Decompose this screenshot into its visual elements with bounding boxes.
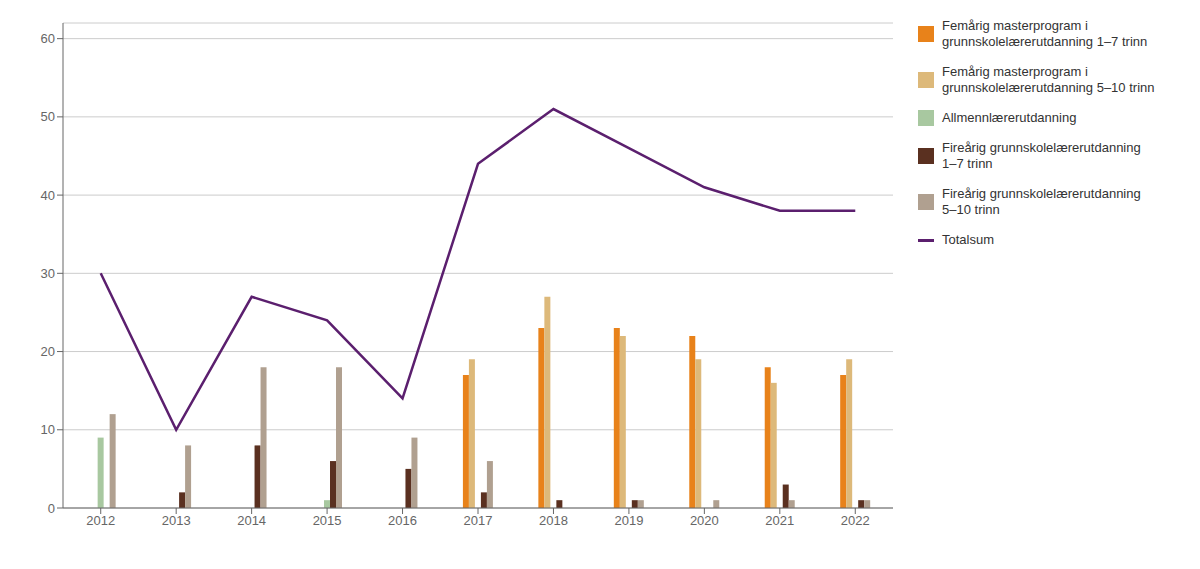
svg-text:50: 50 xyxy=(41,109,55,124)
html-text:Femårig masterprogram i grunns: Femårig masterprogram i grunnskolelæreru… xyxy=(942,18,1148,49)
svg-text:2017: 2017 xyxy=(464,513,493,528)
html-text:Totalsum: Totalsum xyxy=(942,232,994,247)
svg-text:2019: 2019 xyxy=(614,513,643,528)
svg-text:10: 10 xyxy=(41,422,55,437)
svg-text:0: 0 xyxy=(48,501,55,516)
html-text:Fireårig grunnskolelærerutdann: Fireårig grunnskolelærerutdanning 5–10 t… xyxy=(942,186,1141,217)
svg-text:2022: 2022 xyxy=(841,513,870,528)
svg-text:30: 30 xyxy=(41,266,55,281)
html-text:Allmennlærerutdanning: Allmennlærerutdanning xyxy=(942,110,1077,125)
svg-text:60: 60 xyxy=(41,31,55,46)
svg-text:2014: 2014 xyxy=(237,513,266,528)
svg-text:2020: 2020 xyxy=(690,513,719,528)
svg-text:40: 40 xyxy=(41,188,55,203)
svg-text:2015: 2015 xyxy=(313,513,342,528)
svg-text:2012: 2012 xyxy=(86,513,115,528)
svg-text:2013: 2013 xyxy=(162,513,191,528)
svg-text:2016: 2016 xyxy=(388,513,417,528)
svg-text:2018: 2018 xyxy=(539,513,568,528)
svg-text:2021: 2021 xyxy=(765,513,794,528)
svg-text:20: 20 xyxy=(41,344,55,359)
html-text:Fireårig grunnskolelærerutdann: Fireårig grunnskolelærerutdanning 1–7 tr… xyxy=(942,140,1141,171)
html-text:Femårig masterprogram i grunns: Femårig masterprogram i grunnskolelæreru… xyxy=(942,64,1155,95)
